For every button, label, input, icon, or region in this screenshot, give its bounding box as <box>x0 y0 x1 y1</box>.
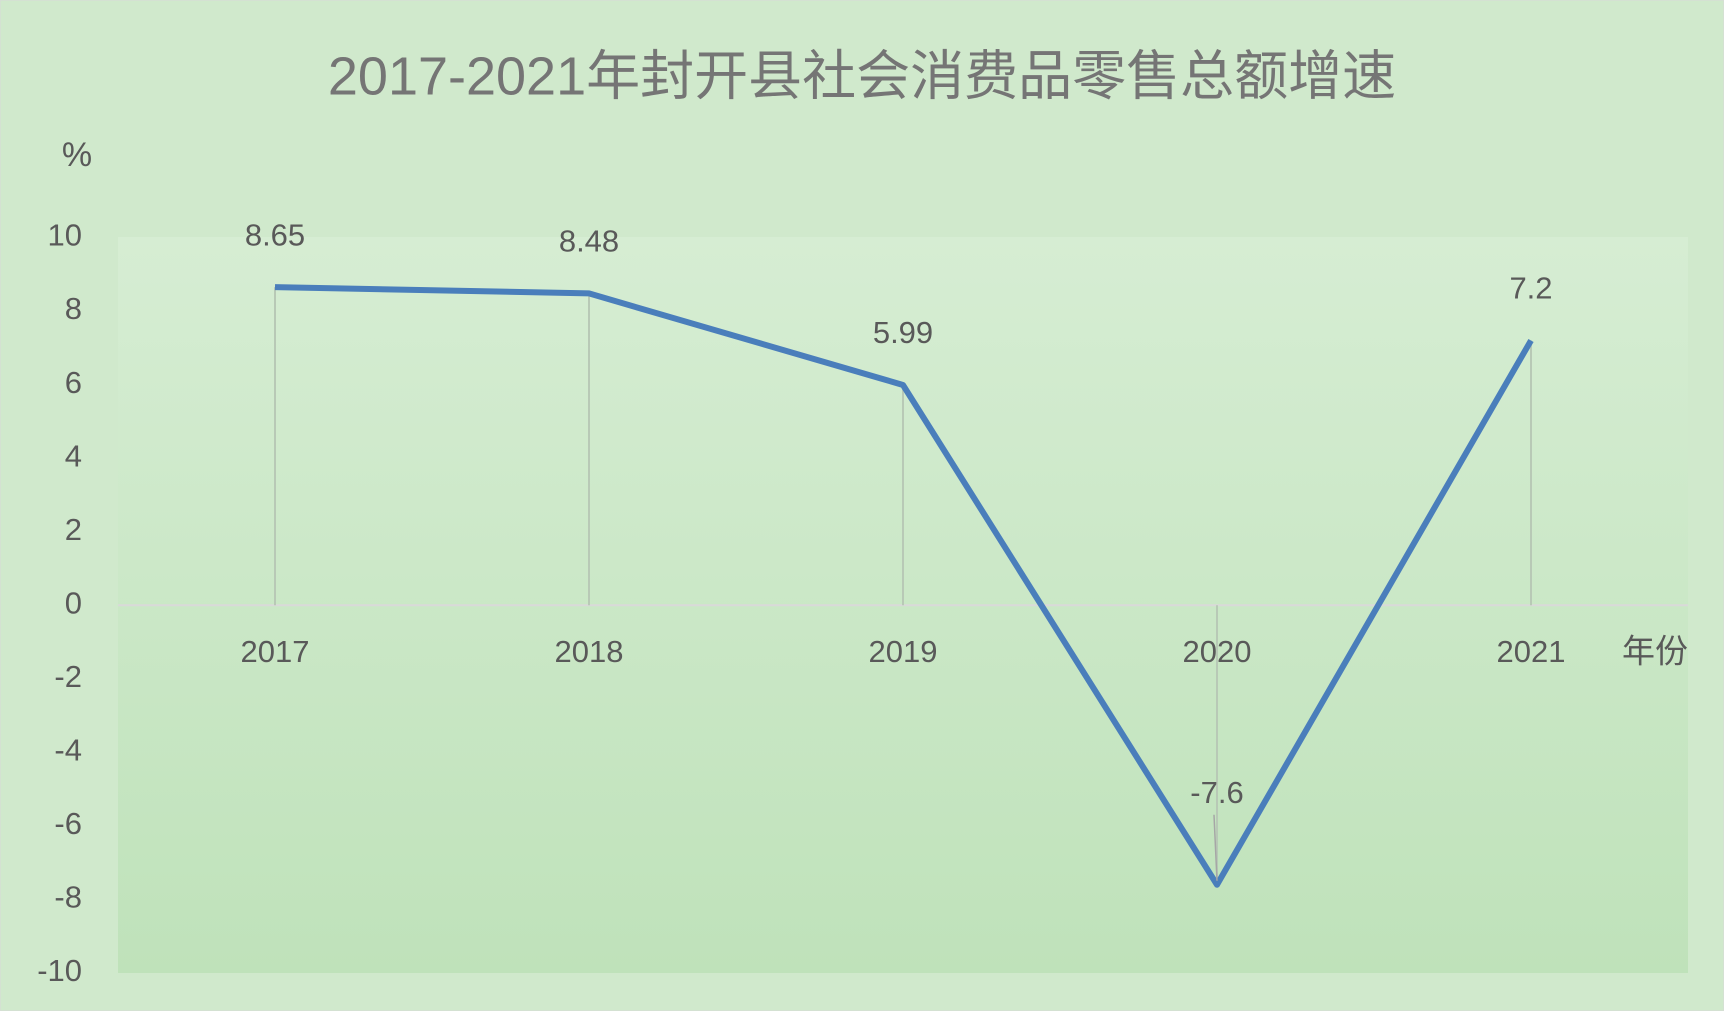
y-tick-label: 10 <box>48 218 82 253</box>
y-tick-label: 2 <box>65 512 82 547</box>
data-label: 5.99 <box>873 315 933 350</box>
y-tick-label: -6 <box>54 806 82 841</box>
data-label: 8.48 <box>559 224 619 259</box>
y-tick-label: 4 <box>65 438 82 473</box>
data-label: 7.2 <box>1509 271 1552 306</box>
x-tick-label: 2018 <box>555 634 624 669</box>
y-tick-label: -2 <box>54 659 82 694</box>
y-tick-label: -4 <box>54 733 82 768</box>
data-line <box>274 284 1534 888</box>
x-tick-label: 2021 <box>1497 634 1566 669</box>
y-tick-label: 6 <box>65 365 82 400</box>
y-tick-label: -10 <box>37 953 82 988</box>
data-label: 8.65 <box>245 217 305 252</box>
x-tick-label: 2019 <box>869 634 938 669</box>
x-axis-title: 年份 <box>1622 633 1688 670</box>
label-leader <box>1213 814 1218 881</box>
y-tick-label: -8 <box>54 880 82 915</box>
y-axis-title: % <box>62 136 92 174</box>
data-label: -7.6 <box>1190 775 1243 810</box>
y-tick-label: 0 <box>65 585 82 620</box>
chart-title: 2017-2021年封开县社会消费品零售总额增速 <box>328 46 1396 106</box>
y-tick-label: 8 <box>65 291 82 326</box>
x-tick-label: 2017 <box>241 634 310 669</box>
